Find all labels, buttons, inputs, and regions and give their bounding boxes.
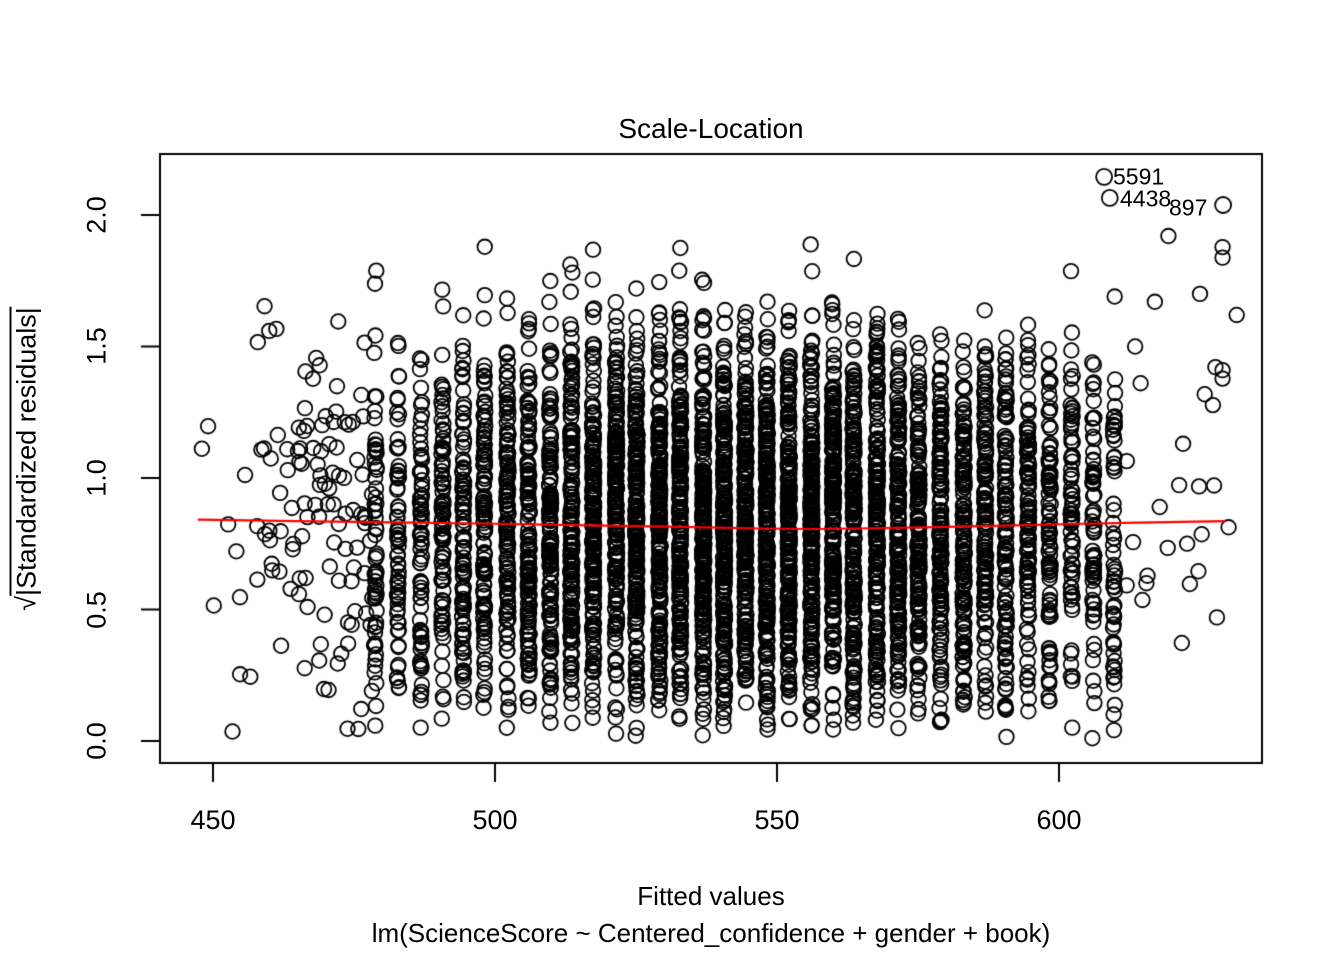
x-tick-label: 550 xyxy=(754,805,800,835)
outlier-label-897: 897 xyxy=(1169,194,1208,221)
chart-title: Scale-Location xyxy=(618,113,804,144)
x-axis-label: Fitted values xyxy=(637,881,785,911)
outlier-label-4438: 4438 xyxy=(1120,185,1172,212)
sqrt-symbol-icon: √ xyxy=(11,595,42,611)
y-tick-label: 0.0 xyxy=(81,722,112,760)
y-axis-label: √|Standardized residuals| xyxy=(9,307,43,611)
y-tick-label: 2.0 xyxy=(81,196,112,234)
x-tick-label: 500 xyxy=(472,805,518,835)
y-axis-label-text: |Standardized residuals| xyxy=(9,307,42,596)
outlier-label-5591: 5591 xyxy=(1113,163,1165,190)
model-caption: lm(ScienceScore ~ Centered_confidence + … xyxy=(371,918,1051,948)
y-tick-label: 1.5 xyxy=(81,327,112,365)
x-tick-label: 450 xyxy=(190,805,236,835)
y-tick-label: 0.5 xyxy=(81,591,112,629)
x-tick-label: 600 xyxy=(1036,805,1082,835)
y-tick-label: 1.0 xyxy=(81,459,112,497)
